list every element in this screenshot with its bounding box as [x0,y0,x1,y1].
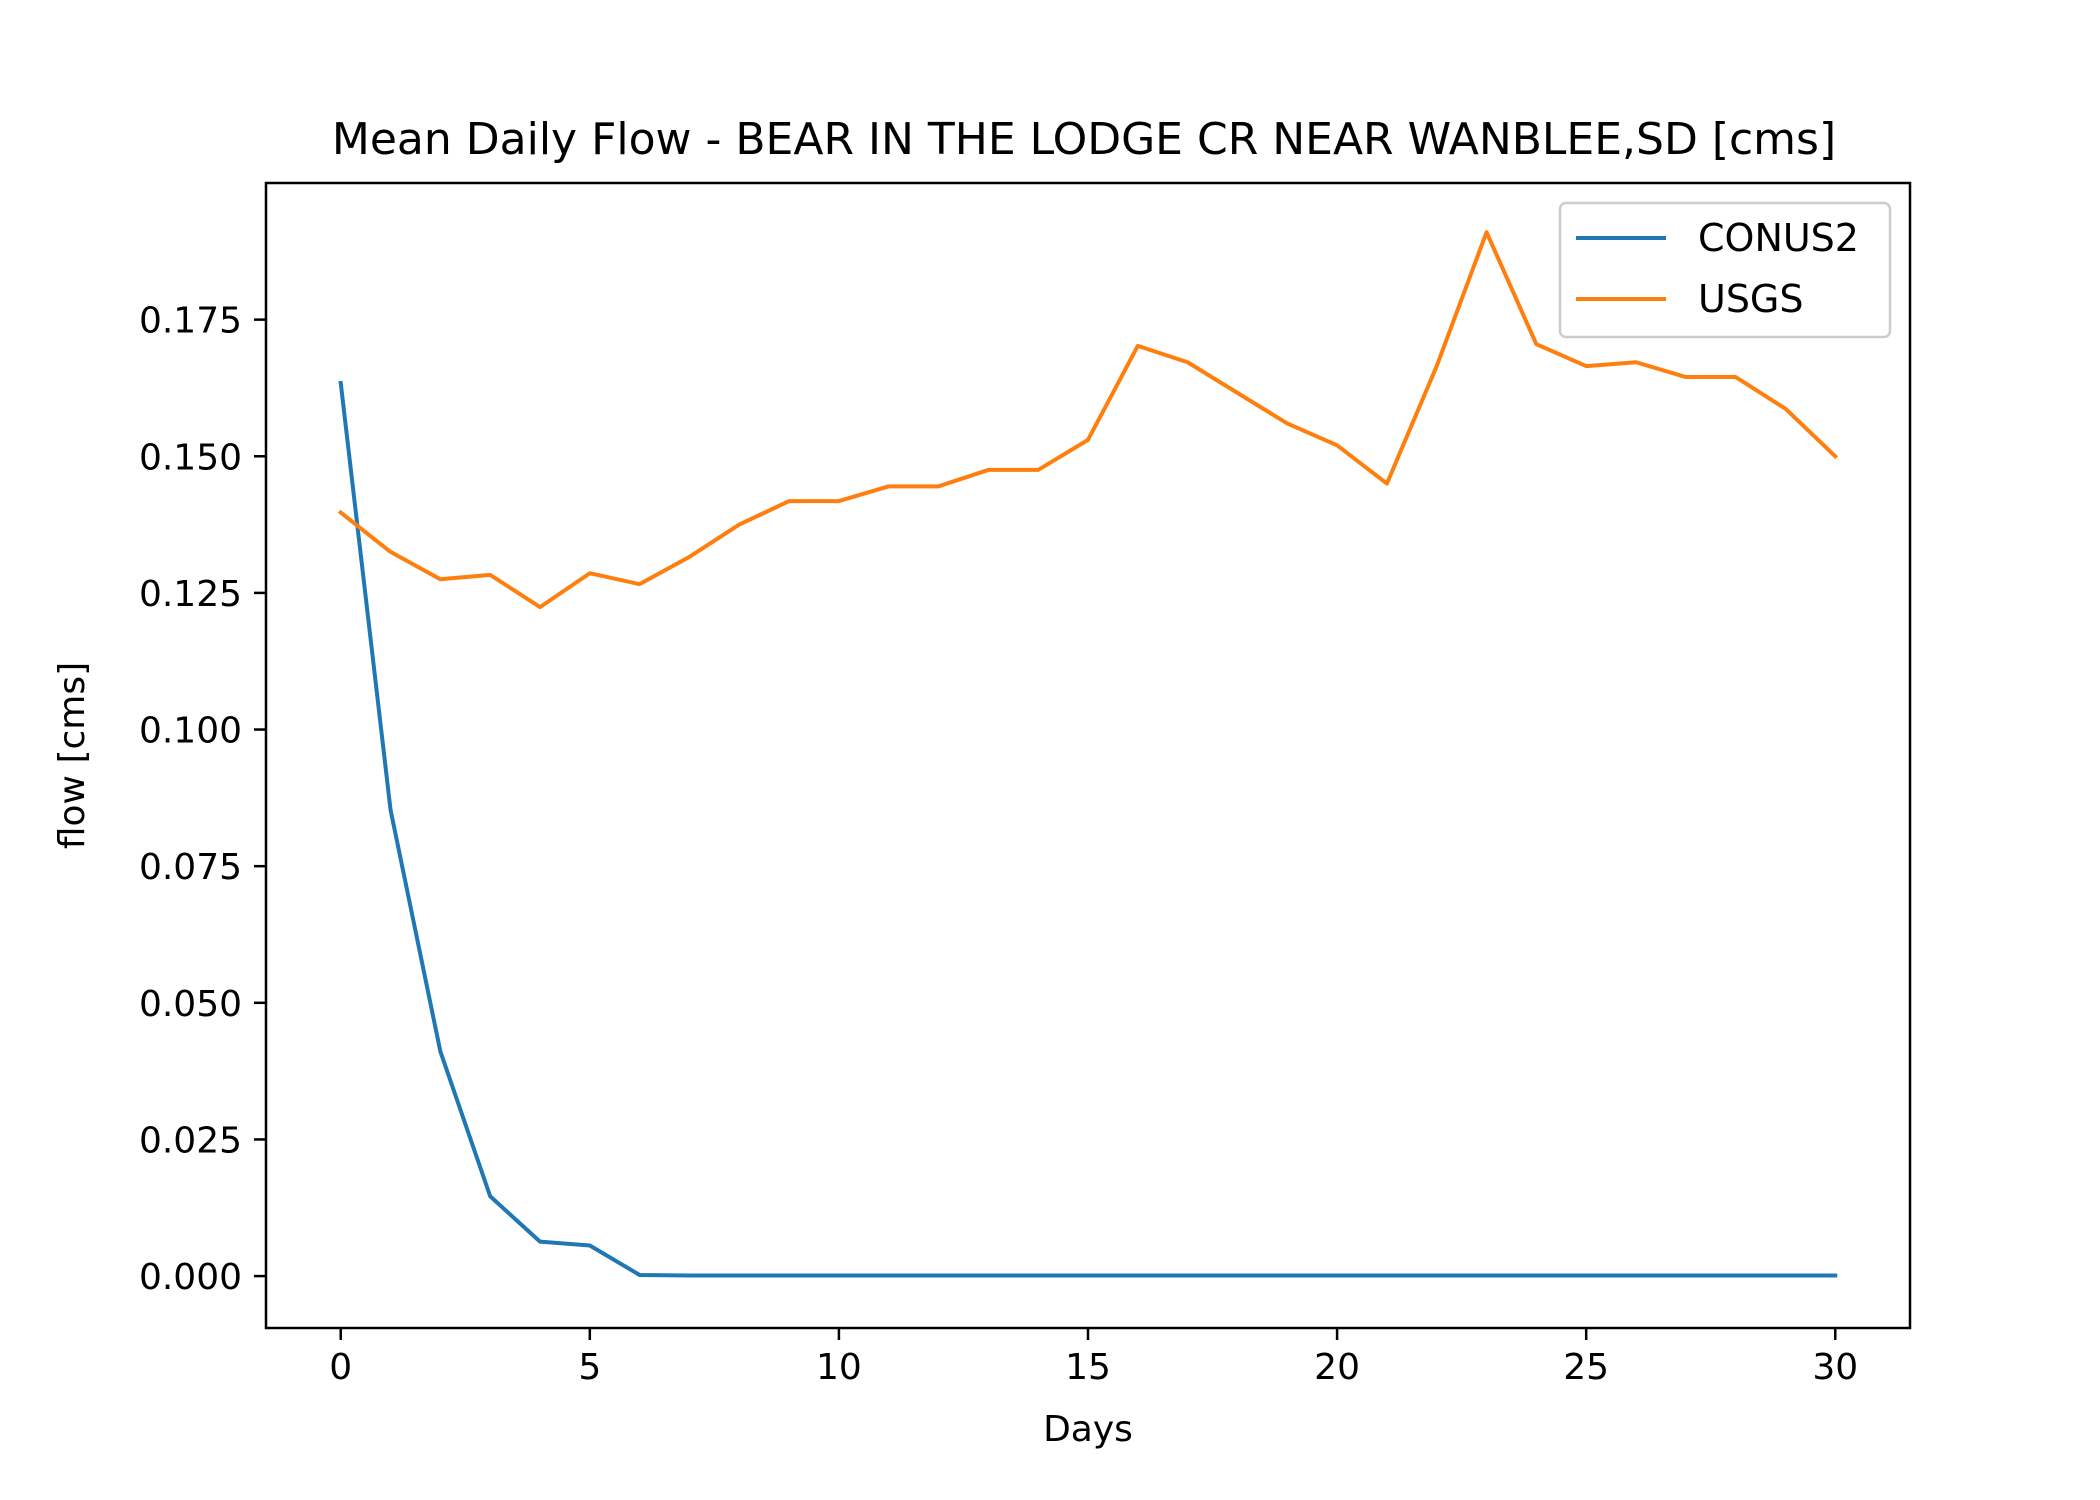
series-layer [337,230,1839,1278]
series-line-usgs [337,230,1839,610]
x-tick-label: 15 [1065,1347,1111,1388]
y-axis-label: flow [cms] [52,662,93,849]
x-tick-label: 10 [816,1347,862,1388]
legend-label-conus2: CONUS2 [1698,216,1859,260]
chart-title: Mean Daily Flow - BEAR IN THE LODGE CR N… [332,114,1836,165]
y-tick-label: 0.025 [139,1120,242,1161]
legend: CONUS2 USGS [1558,201,1892,339]
y-tick-label: 0.050 [139,984,242,1025]
y-tick-label: 0.100 [139,711,242,752]
plot-background [266,183,1910,1328]
x-tick-label: 20 [1314,1347,1360,1388]
y-axis: 0.000 0.025 0.050 0.075 0.100 0.125 0.150 0.175 [139,301,266,1298]
y-tick-label: 0.000 [139,1257,242,1298]
y-tick-label: 0.075 [139,847,242,888]
legend-label-usgs: USGS [1698,277,1804,321]
series-line-conus2 [338,380,1838,1278]
plot-area [266,183,1910,1328]
x-axis-label: Days [1043,1409,1133,1450]
y-tick-label: 0.125 [139,574,242,615]
x-axis: 0 5 10 15 20 25 30 [329,1328,1858,1388]
y-tick-label: 0.175 [139,301,242,342]
x-tick-label: 5 [578,1347,601,1388]
x-tick-label: 25 [1563,1347,1609,1388]
x-tick-label: 0 [329,1347,352,1388]
y-tick-label: 0.150 [139,437,242,478]
x-tick-label: 30 [1812,1347,1858,1388]
